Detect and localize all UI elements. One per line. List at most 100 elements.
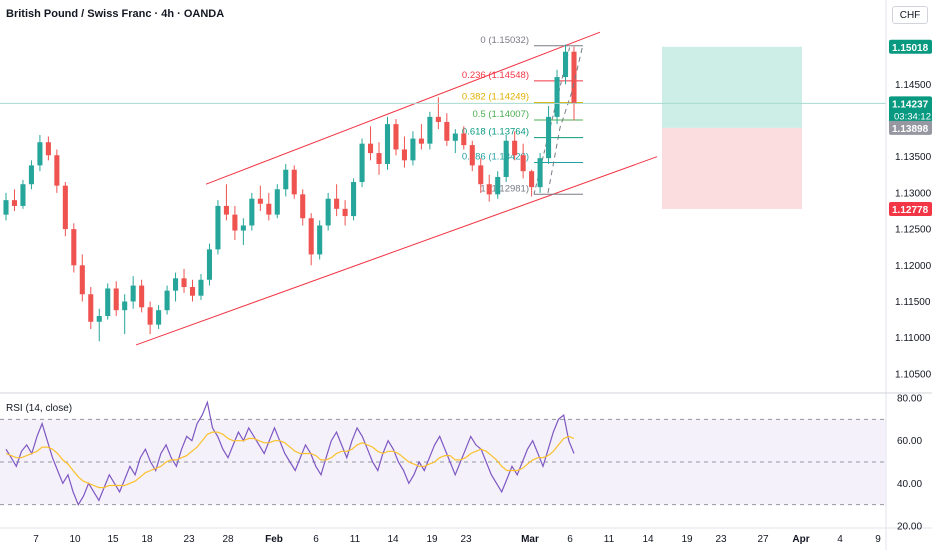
time-tick-label: Mar (521, 534, 539, 545)
candle-body (88, 294, 94, 322)
candle-body (181, 278, 187, 288)
price-label-bg (889, 96, 932, 123)
candle-body (359, 143, 365, 183)
price-label-bg (889, 120, 932, 135)
time-tick-label: 23 (460, 534, 472, 545)
candle-body (283, 169, 289, 190)
currency-button[interactable]: CHF (892, 6, 928, 24)
time-tick-label: 6 (313, 534, 319, 545)
candle-body (325, 198, 331, 226)
time-tick-label: 4 (837, 534, 843, 545)
price-tick-label: 1.10500 (895, 369, 932, 380)
candle-body (11, 200, 18, 206)
price-label: 1.13898 (892, 124, 929, 135)
time-axis: 7 10 15 18 23 28 Feb 6 11 14 19 23 Mar 6 11 14 19 23 27 Apr… (33, 534, 881, 545)
time-tick-label: 14 (387, 534, 399, 545)
stop-zone (662, 127, 802, 209)
time-tick-label: 11 (350, 534, 361, 545)
fib-level-label: 0.236 (1.14548) (462, 70, 529, 81)
time-tick-label: 10 (69, 534, 81, 545)
target-zone (662, 46, 802, 128)
channel-lower-line (135, 156, 658, 346)
fib-level-label: 0.382 (1.14249) (462, 91, 529, 102)
fib-level-label: 0 (1.15032) (480, 35, 529, 46)
candle-body (401, 149, 407, 161)
rsi-line (5, 400, 575, 507)
price-channel (135, 31, 658, 346)
candle-body (79, 265, 85, 295)
candle-body (198, 279, 204, 296)
candle-body (3, 200, 9, 215)
rsi-tick-label: 60.00 (897, 436, 922, 447)
candle-body (206, 249, 213, 280)
candle-body (37, 142, 43, 166)
candle-body (367, 143, 374, 154)
fib-retracement: 0 (1.15032) 0.236 (1.14548) 0.382 (1.14249… (462, 35, 583, 195)
candle-body (393, 124, 399, 150)
time-tick-label: 7 (33, 534, 39, 545)
candle-body (173, 278, 179, 291)
time-tick-label: 18 (141, 534, 153, 545)
candle-body (291, 169, 297, 195)
candle-body (342, 208, 348, 217)
candle-body (215, 205, 221, 250)
price-label-bg (889, 201, 932, 216)
candle-body (62, 185, 68, 230)
candle-body (478, 165, 484, 185)
candle-body (266, 203, 272, 215)
price-tick-label: 1.13000 (895, 188, 932, 199)
fib-level-label: 1 (1.12981) (480, 183, 529, 194)
time-tick-label: 27 (757, 534, 769, 545)
candle-body (418, 138, 424, 144)
candle-body (486, 184, 492, 195)
rsi-pane: 80.00 60.00 40.00 20.00 RSI (14, close) (0, 394, 922, 533)
candle-body (435, 116, 441, 122)
price-label: 1.15018 (892, 43, 929, 54)
fib-level-label: 0.786 (1.13420) (462, 151, 529, 162)
candle-body (274, 189, 280, 215)
symbol-title: British Pound / Swiss Franc · 4h · OANDA (6, 8, 225, 20)
time-tick-label: 28 (222, 534, 234, 545)
candle-body (308, 218, 314, 255)
candles (3, 44, 577, 342)
projected-path (547, 44, 584, 193)
candle-body (546, 116, 552, 159)
candle-body (96, 315, 102, 322)
candle-body (45, 142, 51, 156)
price-tick-label: 1.12500 (895, 225, 932, 236)
candle-body (317, 225, 323, 255)
rsi-title: RSI (14, close) (6, 403, 72, 414)
price-tick-label: 1.11000 (895, 333, 931, 344)
candle-body (249, 198, 255, 226)
candle-body (232, 214, 238, 231)
candle-body (529, 171, 535, 188)
candle-body (71, 229, 77, 266)
price-tick-label: 1.12000 (895, 261, 932, 272)
candle-body (257, 198, 263, 204)
candle-body (495, 176, 501, 195)
fib-level-label: 0.5 (1.14007) (472, 109, 529, 120)
price-label-bg (889, 39, 932, 54)
time-tick-label: 6 (567, 534, 573, 545)
time-tick-label: 19 (681, 534, 693, 545)
candle-body (105, 288, 111, 316)
projected-path-line (547, 44, 584, 193)
rsi-ma-line (5, 431, 575, 489)
channel-upper-line (205, 31, 601, 185)
price-tick-label: 1.14500 (895, 80, 932, 91)
time-tick-label: 23 (183, 534, 195, 545)
rsi-tick-label: 40.00 (897, 479, 922, 490)
candle-body (189, 287, 196, 296)
time-tick-label: 14 (642, 534, 654, 545)
candle-body (156, 310, 162, 325)
candle-body (571, 51, 577, 104)
candle-body (351, 182, 357, 217)
position-zones (662, 46, 802, 209)
rsi-tick-label: 20.00 (897, 522, 922, 533)
candle-body (334, 198, 340, 209)
candle-body (469, 145, 475, 166)
time-tick-label: 23 (715, 534, 727, 545)
